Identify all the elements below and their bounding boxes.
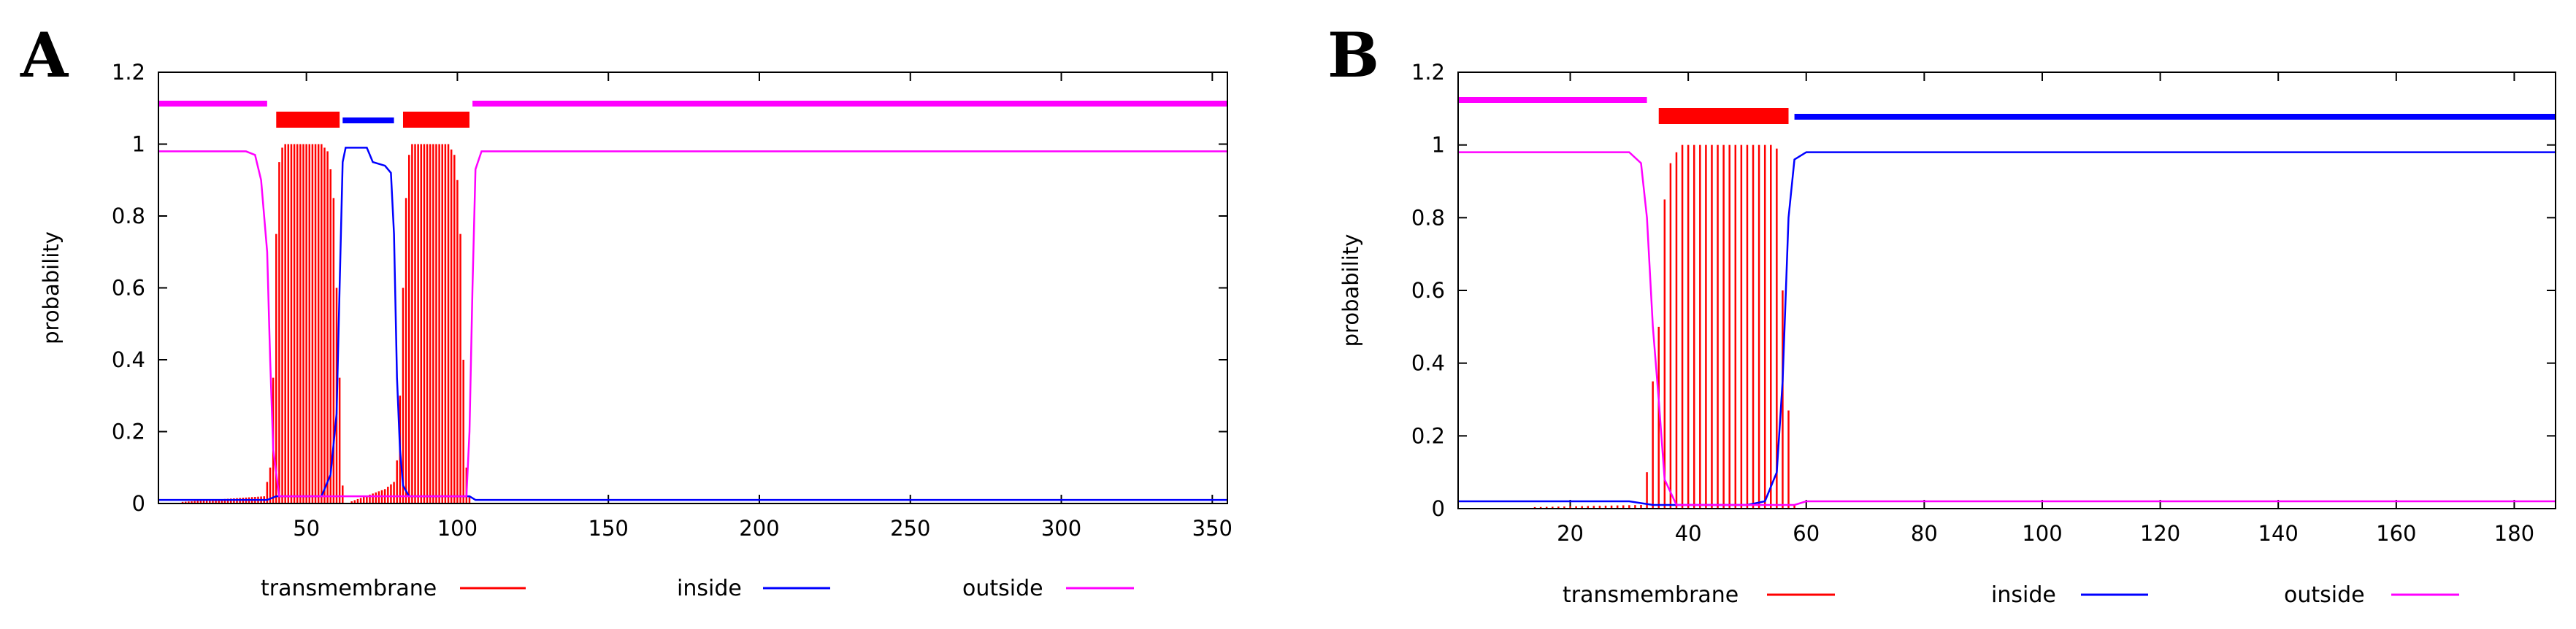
legend-label-outside: outside [962, 576, 1043, 601]
x-tick-label: 180 [2494, 521, 2534, 546]
plot-frame [1457, 72, 2556, 509]
plot-frame [158, 72, 1228, 504]
legend-label-transmembrane: transmembrane [261, 576, 437, 601]
x-tick-label: 50 [293, 516, 320, 541]
x-tick-label: 160 [2376, 521, 2416, 546]
x-tick-label: 250 [890, 516, 930, 541]
x-tick-label: 100 [2022, 521, 2062, 546]
topology-bar-outside [158, 101, 267, 107]
x-tick-label: 200 [739, 516, 779, 541]
topology-bar-inside [342, 117, 394, 123]
topology-bar-outside [472, 101, 1227, 107]
topology-bar-transmembrane [276, 112, 340, 128]
y-tick-label: 0 [132, 491, 145, 516]
series-transmembrane [1533, 144, 1795, 509]
legend-label-inside: inside [677, 576, 742, 601]
panel-letter: A [20, 19, 69, 91]
y-axis-label: probability [1338, 234, 1363, 347]
x-tick-label: 40 [1675, 521, 1702, 546]
x-tick-label: 80 [1911, 521, 1938, 546]
y-tick-label: 0.2 [1411, 423, 1445, 448]
legend-label-inside: inside [1991, 582, 2056, 608]
x-tick-label: 20 [1557, 521, 1584, 546]
legend-label-transmembrane: transmembrane [1563, 582, 1739, 608]
topology-bar-outside [1458, 97, 1647, 103]
y-tick-label: 1.2 [1411, 60, 1445, 85]
x-tick-label: 300 [1041, 516, 1081, 541]
y-tick-label: 0.6 [1411, 278, 1445, 303]
legend-label-outside: outside [2284, 582, 2365, 608]
x-tick-label: 350 [1192, 516, 1233, 541]
y-axis-label: probability [39, 231, 64, 344]
x-tick-label: 140 [2258, 521, 2299, 546]
x-tick-label: 120 [2140, 521, 2180, 546]
y-tick-label: 0.8 [1411, 205, 1445, 230]
series-outside [1458, 151, 2556, 506]
series-outside [158, 150, 1227, 498]
x-tick-label: 150 [589, 516, 629, 541]
series-inside [158, 147, 1227, 501]
x-tick-label: 60 [1793, 521, 1820, 546]
panel-letter: B [1327, 19, 1379, 91]
y-tick-label: 1 [132, 132, 145, 157]
topology-bar-inside [1794, 114, 2556, 120]
series-transmembrane [181, 144, 471, 503]
topology-bar-transmembrane [1658, 108, 1789, 124]
y-tick-label: 0.8 [112, 204, 145, 228]
x-tick-label: 100 [437, 516, 478, 541]
y-tick-label: 0.4 [1411, 351, 1445, 376]
y-tick-label: 0 [1432, 496, 1445, 521]
series-inside [1458, 151, 2556, 506]
y-tick-label: 1.2 [112, 60, 145, 85]
y-tick-label: 0.2 [112, 420, 145, 444]
y-tick-label: 0.6 [112, 276, 145, 301]
y-tick-label: 0.4 [112, 347, 145, 372]
y-tick-label: 1 [1432, 133, 1445, 158]
topology-bar-transmembrane [402, 112, 469, 128]
